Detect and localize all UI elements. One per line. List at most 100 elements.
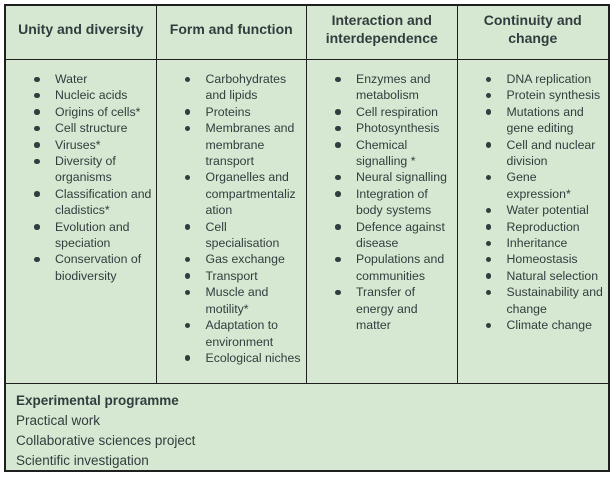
bullet-icon: [335, 125, 341, 132]
topic-item: Water: [6, 71, 152, 87]
footer-lines: Practical work Collaborative sciences pr…: [16, 411, 598, 471]
topic-item: Inheritance: [458, 235, 605, 251]
topic-list: Carbohydrates and lipids Proteins Membra…: [157, 71, 307, 366]
topic-label: Chemical signalling *: [356, 137, 416, 169]
topic-label: Cell structure: [55, 121, 128, 136]
topic-label: Transport: [205, 268, 258, 283]
topic-item: DNA replication: [458, 71, 605, 87]
column-header-label: Continuity and change: [483, 12, 582, 46]
bullet-icon: [34, 158, 40, 165]
topic-item: Enzymes and metabolism: [307, 71, 453, 104]
topic-label: Muscle and motility*: [205, 285, 269, 316]
bullet-icon: [184, 174, 190, 181]
topic-item: Water potential: [458, 202, 605, 218]
topic-label: Defence against disease: [356, 219, 445, 251]
topic-item: Transfer of energy and matter: [307, 284, 453, 333]
bullet-icon: [485, 240, 491, 247]
topic-item: Reproduction: [458, 219, 605, 235]
bullet-icon: [34, 142, 40, 148]
topic-item: Gene expression*: [458, 169, 605, 202]
column-header-continuity-and-change: Continuity and change: [457, 6, 608, 60]
bullet-icon: [335, 142, 341, 148]
topic-item: Integration of body systems: [307, 186, 453, 219]
topic-item: Photosynthesis: [307, 120, 453, 136]
bullet-icon: [184, 109, 190, 115]
topic-label: Integration of body systems: [356, 186, 432, 218]
bullet-icon: [184, 289, 190, 296]
bullet-icon: [34, 76, 40, 82]
column-header-form-and-function: Form and function: [156, 6, 307, 60]
topic-item: Organelles and compartmentalization: [157, 169, 303, 218]
topic-label: Photosynthesis: [356, 121, 440, 136]
bullet-icon: [184, 355, 190, 361]
syllabus-themes-table: Unity and diversity Form and function In…: [4, 4, 610, 472]
column-header-label: Unity and diversity: [18, 20, 144, 37]
body-cell-continuity-and-change: DNA replication Protein synthesis Mutati…: [457, 60, 608, 384]
topic-item: Mutations and gene editing: [458, 104, 605, 137]
bullet-icon: [34, 224, 40, 230]
bullet-icon: [34, 92, 40, 99]
topic-item: Proteins: [157, 104, 303, 120]
bullet-icon: [485, 207, 491, 214]
topic-item: Gas exchange: [157, 251, 303, 267]
topic-item: Viruses*: [6, 137, 152, 153]
bullet-icon: [485, 322, 491, 329]
topic-label: Mutations and gene editing: [506, 104, 584, 136]
topic-item: Transport: [157, 268, 303, 284]
body-cell-unity-and-diversity: Water Nucleic acids Origins of cells* Ce…: [6, 60, 157, 384]
topic-item: Muscle and motility*: [157, 284, 303, 317]
bullet-icon: [335, 224, 341, 230]
topic-label: Sustainability and change: [506, 285, 603, 316]
topic-label: Carbohydrates and lipids: [205, 72, 287, 103]
topic-item: Ecological niches: [157, 350, 303, 366]
topic-item: Natural selection: [458, 268, 605, 284]
topic-item: Diversity of organisms: [6, 153, 152, 186]
bullet-icon: [485, 273, 491, 279]
topic-label: Homeostasis: [506, 252, 578, 267]
topic-label: Organelles and compartmentalization: [205, 170, 296, 218]
topic-item: Classification and cladistics*: [6, 186, 152, 219]
topic-label: Conservation of biodiversity: [55, 252, 142, 283]
topic-list: Enzymes and metabolism Cell respiration …: [307, 71, 457, 334]
topic-label: Cell and nuclear division: [506, 137, 596, 169]
topic-label: Adaptation to environment: [205, 318, 278, 349]
column-header-label: Form and function: [169, 20, 293, 37]
topic-item: Cell structure: [6, 120, 152, 136]
topic-label: Water potential: [506, 203, 589, 218]
topic-label: Transfer of energy and matter: [356, 285, 418, 333]
bullet-icon: [485, 76, 491, 82]
topic-label: Water: [55, 72, 88, 86]
topic-label: Protein synthesis: [506, 88, 601, 103]
bullet-icon: [335, 256, 341, 263]
bullet-icon: [485, 109, 491, 115]
experimental-programme-footer: Experimental programme Practical work Co…: [6, 384, 608, 478]
footer-title: Experimental programme: [16, 393, 179, 408]
footer-line: Practical work: [16, 413, 101, 428]
bullet-icon: [485, 289, 491, 296]
topic-label: Viruses*: [55, 137, 101, 152]
footer-line: Scientific investigation: [16, 453, 149, 468]
footer-line: Collaborative sciences project: [16, 433, 196, 448]
topic-item: Cell respiration: [307, 104, 453, 120]
topic-item: Evolution and speciation: [6, 219, 152, 252]
topic-label: Climate change: [506, 318, 592, 333]
bullet-icon: [184, 76, 190, 82]
topic-item: Sustainability and change: [458, 284, 605, 317]
topic-label: Ecological niches: [205, 350, 301, 365]
topic-label: Classification and cladistics*: [55, 186, 152, 218]
topic-label: DNA replication: [506, 72, 592, 86]
topic-list: Water Nucleic acids Origins of cells* Ce…: [6, 71, 156, 284]
bullet-icon: [184, 224, 190, 230]
topic-label: Enzymes and metabolism: [356, 72, 431, 103]
body-cell-interaction-and-interdependence: Enzymes and metabolism Cell respiration …: [307, 60, 458, 384]
bullet-icon: [184, 256, 190, 263]
bullet-icon: [485, 142, 491, 148]
bullet-icon: [485, 174, 491, 181]
bullet-icon: [184, 125, 190, 132]
topic-item: Defence against disease: [307, 219, 453, 252]
topic-label: Reproduction: [506, 219, 580, 234]
bullet-icon: [335, 174, 341, 181]
topic-item: Carbohydrates and lipids: [157, 71, 303, 104]
topic-item: Conservation of biodiversity: [6, 251, 152, 284]
topic-label: Gas exchange: [205, 252, 285, 267]
